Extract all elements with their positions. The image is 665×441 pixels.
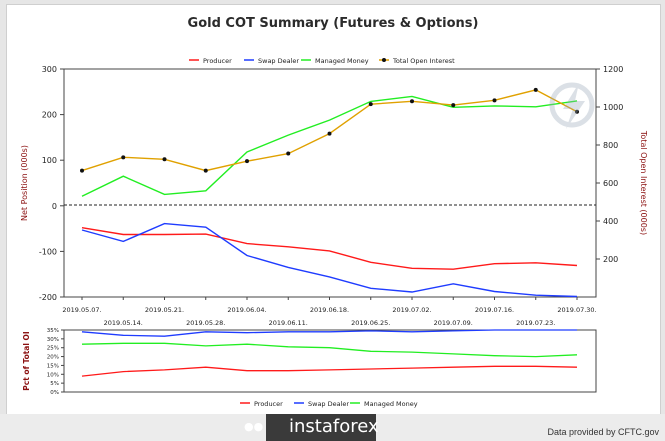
- right-y-axis: 200 400 600 800 1000 1200: [596, 65, 623, 264]
- brand-box: [266, 414, 376, 441]
- brand-name[interactable]: instaforex: [289, 416, 379, 437]
- left-axis-label: Net Position (000s): [20, 145, 29, 221]
- x-tick-label: 2019.06.04.: [227, 306, 266, 314]
- x-tick-label: 2019.06.18.: [310, 306, 349, 314]
- x-axis: 2019.05.07.2019.05.14.2019.05.21.2019.05…: [62, 297, 597, 327]
- left-tick-label: -200: [39, 293, 57, 302]
- pct-series-group: [81, 329, 578, 377]
- chart-panel: Gold COT Summary (Futures & Options) Pro…: [6, 4, 661, 416]
- pct-tick-label: 0%: [50, 390, 59, 396]
- watermark-logo: [549, 82, 595, 129]
- legend-label: Total Open Interest: [392, 57, 455, 65]
- pct-tick-label: 35%: [47, 328, 59, 334]
- legend-label: Managed Money: [364, 400, 418, 408]
- legend-top: Producer Swap Dealer Managed Money Total Op…: [189, 57, 455, 65]
- x-tick-label: 2019.07.09.: [434, 319, 473, 327]
- pct-tick-label: 10%: [47, 372, 59, 378]
- oi-point-marker: [162, 157, 167, 162]
- oi-point-marker: [368, 102, 373, 107]
- left-tick-label: -100: [39, 247, 57, 256]
- x-tick-label: 2019.07.16.: [475, 306, 514, 314]
- oi-point-marker: [327, 131, 332, 136]
- pct-tick-label: 20%: [47, 355, 59, 361]
- pct-axis-label: Pct of Total OI: [22, 331, 31, 391]
- left-y-axis: -200 -100 0 100 200 300: [39, 65, 64, 302]
- pct-tick-label: 25%: [47, 346, 59, 352]
- oi-point-marker: [451, 103, 456, 108]
- left-tick-label: 300: [42, 65, 57, 74]
- right-tick-label: 800: [603, 141, 618, 150]
- pct-tick-label: 30%: [47, 337, 59, 343]
- legend-label: Managed Money: [315, 57, 369, 65]
- pct-line-producer: [81, 365, 578, 377]
- left-tick-label: 200: [42, 111, 57, 120]
- pct-y-axis: 0% 5% 10% 15% 20% 25% 30% 35%: [47, 328, 64, 396]
- oi-point-marker: [203, 168, 208, 173]
- legend-label: Swap Dealer: [308, 400, 349, 408]
- pct-plot-frame: [63, 329, 597, 393]
- brand-logo-icon: ●●: [244, 420, 264, 433]
- pct-tick-label: 5%: [50, 381, 59, 387]
- legend-label: Producer: [203, 57, 232, 65]
- pct-line-managed-money: [81, 342, 578, 358]
- x-tick-label: 2019.07.30.: [557, 306, 596, 314]
- main-series-group: [80, 87, 579, 298]
- x-tick-label: 2019.05.21.: [145, 306, 184, 314]
- right-tick-label: 1000: [603, 103, 623, 112]
- x-tick-label: 2019.07.02.: [392, 306, 431, 314]
- legend-marker: [382, 58, 386, 62]
- oi-point-marker: [245, 159, 249, 164]
- pct-tick-label: 15%: [47, 363, 59, 369]
- right-tick-label: 400: [603, 217, 618, 226]
- legend-bottom: Producer Swap Dealer Managed Money: [240, 400, 418, 408]
- x-tick-label: 2019.06.11.: [269, 319, 308, 327]
- x-tick-label: 2019.05.14.: [104, 319, 143, 327]
- series-line-managed-money: [81, 95, 578, 197]
- x-tick-label: 2019.05.28.: [186, 319, 225, 327]
- oi-point-marker: [80, 168, 84, 173]
- oi-point-marker: [575, 109, 579, 114]
- right-axis-label: Total Open Interest (000s): [639, 130, 648, 235]
- oi-point-marker: [286, 151, 291, 156]
- oi-point-marker: [492, 98, 497, 103]
- oi-point-marker: [410, 99, 414, 104]
- right-tick-label: 1200: [603, 65, 623, 74]
- data-credit[interactable]: Data provided by CFTC.gov: [547, 427, 659, 437]
- right-tick-label: 200: [603, 255, 618, 264]
- x-tick-label: 2019.05.07.: [62, 306, 101, 314]
- oi-point-marker: [121, 155, 126, 160]
- legend-label: Producer: [254, 400, 283, 408]
- series-line-swap-dealer: [81, 222, 578, 298]
- x-tick-label: 2019.07.23.: [516, 319, 555, 327]
- series-line-total-open-interest: [81, 89, 578, 172]
- oi-point-marker: [533, 87, 538, 92]
- right-tick-label: 600: [603, 179, 618, 188]
- chart-title: Gold COT Summary (Futures & Options): [188, 16, 479, 31]
- left-tick-label: 0: [52, 202, 57, 211]
- legend-label: Swap Dealer: [258, 57, 299, 65]
- cot-chart: Gold COT Summary (Futures & Options) Pro…: [20, 16, 648, 408]
- x-tick-label: 2019.06.25.: [351, 319, 390, 327]
- pct-line-swap-dealer: [81, 329, 577, 337]
- left-tick-label: 100: [42, 156, 57, 165]
- series-line-producer: [81, 227, 578, 270]
